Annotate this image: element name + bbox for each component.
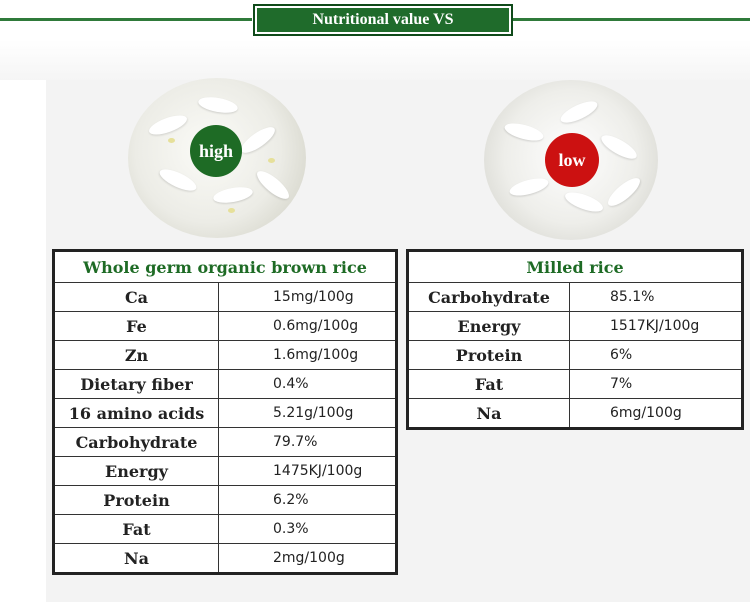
nutrient-value: 0.4%: [218, 369, 397, 399]
table-row: Dietary fiber 0.4%: [53, 369, 397, 399]
nutrient-value: 5.21g/100g: [218, 398, 397, 428]
nutrient-value: 85.1%: [569, 282, 743, 312]
nutrient-name: Fat: [407, 369, 570, 399]
header-rule-right: [512, 18, 750, 21]
nutrient-value: 1.6mg/100g: [218, 340, 397, 370]
nutrient-value: 7%: [569, 369, 743, 399]
table-row: Energy 1517KJ/100g: [407, 311, 743, 341]
nutrient-value: 6%: [569, 340, 743, 370]
table-row: Na 6mg/100g: [407, 398, 743, 429]
milled-rice-title: Milled rice: [407, 250, 743, 283]
table-row: Ca 15mg/100g: [53, 282, 397, 312]
nutrient-name: Energy: [53, 456, 219, 486]
nutrient-value: 1475KJ/100g: [218, 456, 397, 486]
table-row: Fat 0.3%: [53, 514, 397, 544]
nutrient-name: Fat: [53, 514, 219, 544]
nutrient-value: 1517KJ/100g: [569, 311, 743, 341]
nutrient-name: Protein: [53, 485, 219, 515]
nutrient-name: Energy: [407, 311, 570, 341]
table-row: Energy 1475KJ/100g: [53, 456, 397, 486]
table-row: Na 2mg/100g: [53, 543, 397, 574]
nutrient-name: Carbohydrate: [407, 282, 570, 312]
nutrient-value: 0.6mg/100g: [218, 311, 397, 341]
header-rule-left: [0, 18, 252, 21]
nutrient-name: Carbohydrate: [53, 427, 219, 457]
table-row: Protein 6%: [407, 340, 743, 370]
table-row: Carbohydrate 79.7%: [53, 427, 397, 457]
nutrient-value: 2mg/100g: [218, 543, 397, 574]
high-badge: high: [190, 125, 242, 177]
table-row: Fe 0.6mg/100g: [53, 311, 397, 341]
table-row: Zn 1.6mg/100g: [53, 340, 397, 370]
table-row: Carbohydrate 85.1%: [407, 282, 743, 312]
nutrient-value: 79.7%: [218, 427, 397, 457]
nutrient-name: Na: [407, 398, 570, 429]
table-row: Protein 6.2%: [53, 485, 397, 515]
nutrient-name: Ca: [53, 282, 219, 312]
nutrient-name: Dietary fiber: [53, 369, 219, 399]
nutrient-name: 16 amino acids: [53, 398, 219, 428]
nutrient-name: Zn: [53, 340, 219, 370]
nutrient-value: 0.3%: [218, 514, 397, 544]
nutrient-value: 6.2%: [218, 485, 397, 515]
header-fade: [0, 40, 750, 80]
low-badge: low: [545, 133, 599, 187]
nutrient-name: Protein: [407, 340, 570, 370]
milled-rice-table: Milled rice Carbohydrate 85.1% Energy 1517…: [406, 249, 744, 430]
table-row: Fat 7%: [407, 369, 743, 399]
nutrient-name: Na: [53, 543, 219, 574]
nutrient-name: Fe: [53, 311, 219, 341]
nutrient-value: 15mg/100g: [218, 282, 397, 312]
nutrient-value: 6mg/100g: [569, 398, 743, 429]
table-row: 16 amino acids 5.21g/100g: [53, 398, 397, 428]
brown-rice-title: Whole germ organic brown rice: [53, 250, 397, 283]
page-title: Nutritional value VS: [253, 4, 513, 36]
brown-rice-table: Whole germ organic brown rice Ca 15mg/100…: [52, 249, 398, 575]
